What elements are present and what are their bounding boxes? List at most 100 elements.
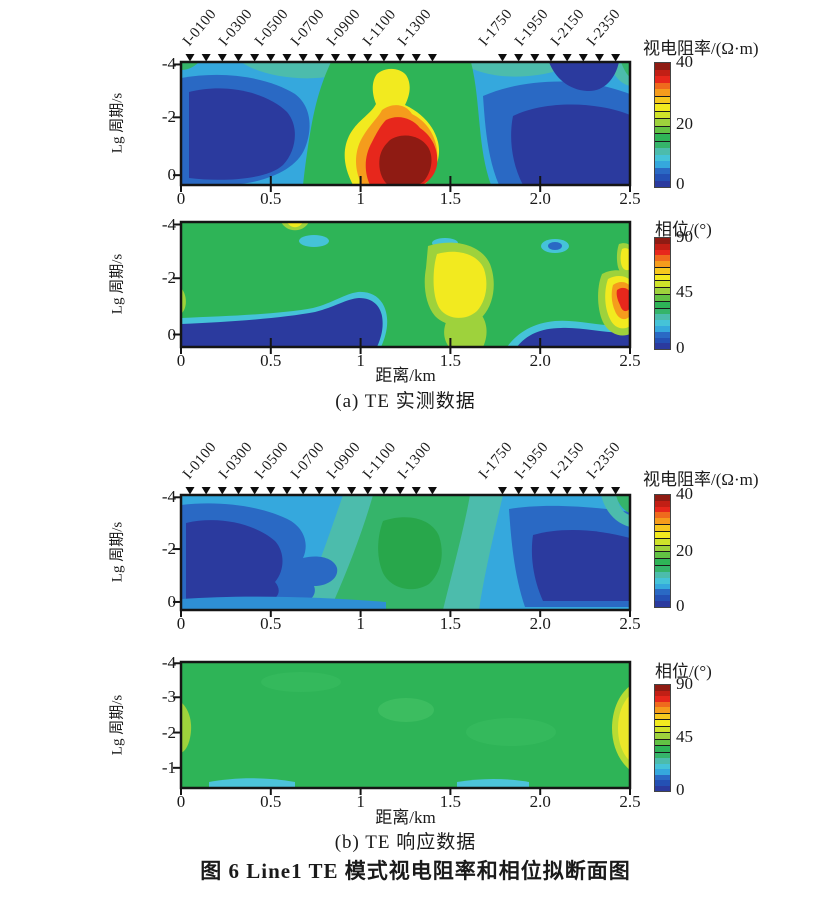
- station-label: I-2150: [548, 439, 588, 483]
- station-marker-icon: [282, 487, 292, 495]
- colorbar-tick-labels: 40 20 0: [676, 53, 716, 193]
- station-label: I-0700: [287, 439, 328, 483]
- colorbar-segment: [655, 719, 670, 726]
- colorbar-title: 相位/(°): [655, 662, 712, 681]
- station-marker-icon: [594, 487, 604, 495]
- y-tick-label: 0: [167, 165, 177, 185]
- colorbar-segment: [655, 307, 670, 315]
- colorbar-segment: [655, 343, 670, 350]
- x-tick-label: 0.5: [260, 614, 282, 633]
- y-axis-label: Lg 周期/s: [109, 521, 126, 583]
- colorbar-a-phase: 90 45 0: [654, 228, 724, 357]
- station-label: I-1300: [395, 439, 436, 483]
- colorbar-gradient: [654, 684, 671, 792]
- contour-art: [181, 222, 630, 347]
- colorbar-segment: [655, 769, 670, 775]
- colorbar-tick-labels: 90 45 0: [676, 228, 716, 357]
- colorbar-segment: [655, 495, 670, 501]
- station-marker-icon: [427, 54, 437, 62]
- colorbar-segment: [655, 180, 670, 187]
- colorbar-title: 相位/(°): [655, 220, 712, 239]
- station-marker-icon: [562, 54, 572, 62]
- colorbar-segment: [655, 249, 670, 256]
- colorbar-segment: [655, 685, 670, 691]
- y-tick-label: -2: [161, 107, 176, 127]
- station-marker-icon: [611, 487, 621, 495]
- colorbar-segment: [655, 577, 670, 584]
- station-label: I-1100: [359, 439, 400, 483]
- y-tick-label: -4: [161, 54, 176, 74]
- colorbar-segment: [655, 255, 670, 262]
- station-label: I-0500: [251, 439, 292, 483]
- colorbar-segment: [655, 325, 670, 332]
- colorbar-segment: [655, 558, 670, 566]
- colorbar-segment: [655, 544, 670, 552]
- plot-border: [179, 220, 632, 349]
- station-label: I-0900: [323, 439, 364, 483]
- x-tick-label: 2.5: [619, 792, 641, 811]
- y-tick-label: 0: [167, 591, 177, 611]
- colorbar-segment: [655, 537, 670, 545]
- colorbar-segment: [655, 551, 670, 559]
- colorbar-tick-label: 20: [676, 113, 693, 133]
- colorbar-segment: [655, 732, 670, 739]
- y-tick-label: -4: [161, 487, 176, 507]
- station-marker-icon: [379, 487, 389, 495]
- station-marker-icon: [298, 487, 308, 495]
- station-marker-icon: [250, 487, 260, 495]
- caption-b: (b) TE 响应数据: [334, 832, 477, 853]
- station-marker-icon: [514, 487, 524, 495]
- x-tick-label: 2.5: [619, 614, 641, 633]
- x-axis-label-a: 距离/km: [375, 366, 436, 385]
- x-tick-label: 0: [176, 614, 186, 633]
- y-tick-label: 0: [167, 324, 177, 344]
- x-tick-label: 0: [176, 792, 186, 811]
- colorbar-segment: [655, 103, 670, 111]
- x-axis-label-b: 距离/km: [375, 808, 436, 827]
- colorbar-segment: [655, 261, 670, 267]
- colorbar-segment: [655, 780, 670, 786]
- contour-art: [181, 495, 630, 610]
- colorbar-segment: [655, 76, 670, 83]
- colorbar-tick-label: 45: [676, 282, 693, 302]
- station-label: I-1950: [512, 6, 553, 50]
- colorbar-segment: [655, 118, 670, 126]
- colorbar-segment: [655, 738, 670, 745]
- colorbar-segment: [655, 174, 670, 181]
- colorbar-segment: [655, 89, 670, 96]
- station-marker-icon: [578, 54, 588, 62]
- x-tick-label: 1.5: [439, 351, 462, 370]
- x-tick-label: 2.0: [529, 792, 551, 811]
- station-marker-icon: [233, 487, 243, 495]
- colorbar-segment: [655, 266, 670, 274]
- colorbar-tick-label: 40: [676, 52, 693, 71]
- station-label: I-1750: [476, 439, 517, 483]
- colorbar-tick-labels: 40 20 0: [676, 485, 716, 615]
- colorbar-segment: [655, 751, 670, 758]
- colorbar-a-resistivity: 40 20 0: [654, 53, 724, 193]
- colorbar-segment: [655, 63, 670, 70]
- contour-art: [181, 662, 630, 788]
- station-marker-icon: [314, 54, 324, 62]
- station-label: I-0500: [251, 6, 292, 50]
- station-marker-icon: [330, 487, 340, 495]
- pseudosection-plot-b-resistivity: [173, 487, 632, 617]
- station-marker-icon: [530, 54, 540, 62]
- figure-title: 图 6 Line1 TE 模式视电阻率和相位拟断面图: [200, 859, 631, 883]
- colorbar-tick-label: 90: [676, 674, 693, 693]
- station-marker-icon: [266, 487, 276, 495]
- colorbar-segment: [655, 524, 670, 531]
- station-marker-icon: [266, 54, 276, 62]
- y-tick-label: -4: [161, 214, 176, 234]
- pseudosection-plot-a-phase: [173, 220, 632, 354]
- colorbar-tick-label: 0: [676, 779, 685, 799]
- colorbar-tick-labels: 90 45 0: [676, 675, 716, 799]
- colorbar-segment: [655, 300, 670, 308]
- station-marker-icon: [233, 54, 243, 62]
- colorbar-segment: [655, 506, 670, 513]
- station-marker-icon: [363, 487, 373, 495]
- colorbar-segment: [655, 500, 670, 507]
- colorbar-segment: [655, 287, 670, 295]
- station-marker-icon: [395, 54, 405, 62]
